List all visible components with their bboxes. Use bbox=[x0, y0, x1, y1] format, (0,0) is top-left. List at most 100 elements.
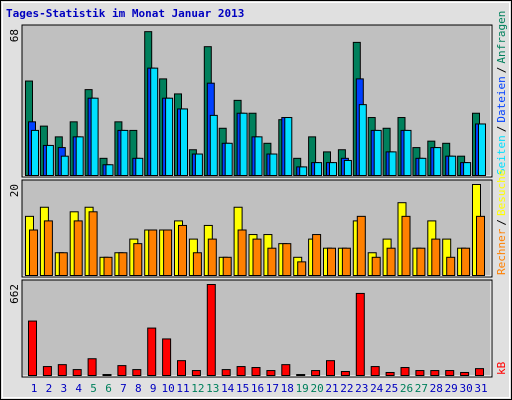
bar bbox=[251, 367, 261, 377]
bar bbox=[476, 215, 485, 277]
bar bbox=[430, 370, 440, 377]
bar bbox=[445, 370, 455, 377]
bar bbox=[60, 155, 69, 176]
bar bbox=[400, 367, 410, 377]
bar bbox=[269, 153, 278, 177]
x-tick-label: 13 bbox=[206, 382, 219, 395]
bar bbox=[355, 292, 365, 377]
x-tick-label: 8 bbox=[135, 382, 142, 395]
bar bbox=[266, 370, 276, 377]
legend-separator: / bbox=[495, 67, 508, 74]
x-tick-label: 25 bbox=[385, 382, 398, 395]
bar bbox=[284, 117, 293, 176]
bar bbox=[446, 256, 456, 276]
legend-entry: Dateien bbox=[495, 76, 508, 122]
x-tick-label: 10 bbox=[161, 382, 174, 395]
legend-entry: kB bbox=[495, 361, 508, 375]
x-tick-label: 5 bbox=[90, 382, 97, 395]
bar bbox=[29, 229, 38, 276]
bar bbox=[207, 238, 217, 277]
bar bbox=[448, 155, 457, 176]
bar bbox=[180, 108, 188, 176]
bar bbox=[222, 256, 232, 276]
x-tick-label: 9 bbox=[150, 382, 157, 395]
x-tick-label: 14 bbox=[221, 382, 235, 395]
bar bbox=[237, 229, 247, 276]
bar bbox=[370, 366, 380, 376]
x-tick-label: 31 bbox=[474, 382, 487, 395]
bar bbox=[461, 247, 471, 276]
bar bbox=[311, 370, 321, 377]
x-tick-label: 27 bbox=[415, 382, 428, 395]
x-tick-label: 24 bbox=[370, 382, 384, 395]
bar bbox=[177, 360, 186, 377]
x-tick-label: 29 bbox=[445, 382, 458, 395]
x-tick-label: 1 bbox=[31, 382, 38, 395]
bar bbox=[282, 243, 292, 276]
bar bbox=[312, 234, 322, 277]
bar bbox=[90, 97, 99, 176]
bar bbox=[31, 129, 39, 176]
y-tick: 662 bbox=[8, 284, 21, 304]
legend-separator: / bbox=[495, 219, 508, 226]
legend-entry: Anfragen bbox=[495, 11, 508, 64]
bar bbox=[356, 215, 366, 277]
bar bbox=[373, 129, 382, 176]
bar bbox=[148, 229, 158, 276]
bar bbox=[75, 136, 84, 176]
x-tick-label: 7 bbox=[120, 382, 127, 395]
bar bbox=[135, 157, 144, 177]
bar bbox=[463, 162, 472, 176]
x-tick-label: 3 bbox=[60, 382, 67, 395]
bar bbox=[165, 97, 174, 176]
bar bbox=[296, 374, 306, 376]
chart-title: Tages-Statistik im Monat Januar 2013 bbox=[6, 7, 244, 20]
bar bbox=[133, 243, 143, 276]
bar bbox=[88, 211, 98, 277]
bar bbox=[267, 247, 277, 276]
bar bbox=[385, 371, 395, 376]
bar bbox=[209, 114, 218, 176]
bar bbox=[341, 247, 351, 276]
bar bbox=[194, 153, 203, 177]
y-tick: 20 bbox=[8, 184, 21, 197]
bar bbox=[58, 252, 68, 276]
bar bbox=[42, 366, 52, 376]
bar bbox=[236, 366, 246, 376]
legend: Rechner / Besuche bbox=[495, 170, 508, 275]
x-tick-label: 23 bbox=[355, 382, 368, 395]
legend: Seiten / Dateien / Anfragen bbox=[495, 11, 508, 175]
x-tick-label: 4 bbox=[75, 382, 82, 395]
bar bbox=[72, 369, 82, 376]
bar bbox=[120, 129, 129, 176]
x-tick-label: 28 bbox=[430, 382, 443, 395]
bar bbox=[163, 229, 173, 276]
x-tick-label: 17 bbox=[266, 382, 279, 395]
panel bbox=[21, 279, 493, 378]
x-tick-label: 11 bbox=[176, 382, 189, 395]
bar bbox=[105, 164, 114, 177]
bar bbox=[343, 159, 352, 176]
bar bbox=[57, 364, 67, 376]
legend-separator: / bbox=[495, 126, 508, 133]
x-tick-label: 20 bbox=[310, 382, 323, 395]
bar bbox=[418, 157, 427, 177]
bar bbox=[254, 136, 263, 176]
bar bbox=[206, 284, 216, 376]
bar bbox=[118, 252, 128, 276]
bar bbox=[388, 151, 397, 177]
bar bbox=[371, 256, 381, 276]
bar bbox=[431, 238, 441, 277]
bar bbox=[178, 224, 187, 276]
bar bbox=[460, 371, 470, 376]
bar bbox=[150, 67, 159, 176]
bar bbox=[415, 370, 425, 377]
x-tick-label: 26 bbox=[400, 382, 413, 395]
bar bbox=[45, 144, 54, 176]
x-tick-label: 18 bbox=[281, 382, 294, 395]
bar bbox=[386, 247, 396, 276]
bar bbox=[28, 320, 37, 376]
y-tick-label: 20 bbox=[8, 184, 21, 197]
